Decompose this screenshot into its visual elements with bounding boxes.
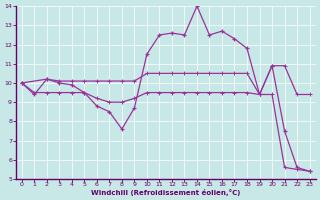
- X-axis label: Windchill (Refroidissement éolien,°C): Windchill (Refroidissement éolien,°C): [91, 189, 240, 196]
